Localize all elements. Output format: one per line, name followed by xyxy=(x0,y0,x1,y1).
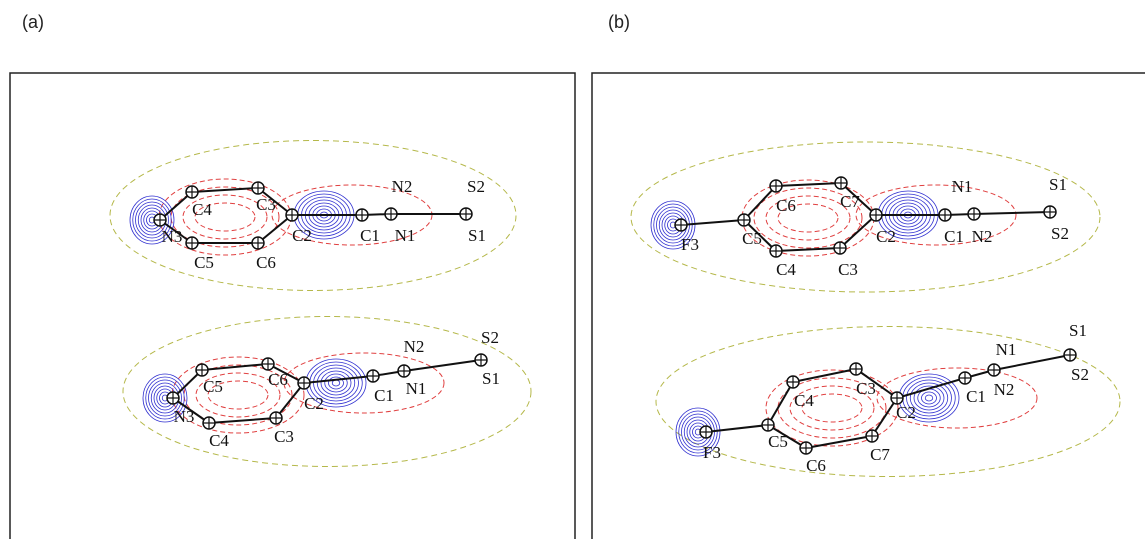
atom-label: C4 xyxy=(209,431,229,450)
figure: (a) (b) N3 C4 C3 C2 C1 N2 N1 S2 S1 C5 C6 N3 C5 C6 C2 C1… xyxy=(0,0,1145,539)
atom-label: C2 xyxy=(896,403,916,422)
atom-label: N2 xyxy=(972,227,993,246)
atom-label: N1 xyxy=(996,340,1017,359)
bond xyxy=(404,360,481,371)
atom-label: C6 xyxy=(776,196,796,215)
atom-label: C6 xyxy=(806,456,826,475)
bond xyxy=(840,215,876,248)
atom-label: S1 xyxy=(1069,321,1087,340)
atom-label: N1 xyxy=(406,379,427,398)
atom-label: S1 xyxy=(482,369,500,388)
atom-label: C3 xyxy=(274,427,294,446)
atom-label: N2 xyxy=(404,337,425,356)
atom-label: S2 xyxy=(481,328,499,347)
bond xyxy=(776,183,841,186)
bond xyxy=(974,212,1050,214)
atom-label: C5 xyxy=(203,377,223,396)
contour xyxy=(922,392,937,404)
bond xyxy=(681,220,744,225)
page: (a) (b) N3 C4 C3 C2 C1 N2 N1 S2 S1 C5 C6 N3 C5 C6 C2 C1… xyxy=(0,0,1145,539)
atom-label: C2 xyxy=(292,226,312,245)
bond xyxy=(744,186,776,220)
atom-label: N3 xyxy=(174,407,195,426)
bond xyxy=(706,425,768,432)
atom-label: N2 xyxy=(392,177,413,196)
contour xyxy=(321,371,351,395)
bond xyxy=(768,382,793,425)
contour xyxy=(925,395,933,401)
atom-label: N2 xyxy=(994,380,1015,399)
panel-frame xyxy=(10,73,575,539)
bond xyxy=(202,364,268,370)
atom-label: C3 xyxy=(838,260,858,279)
bond xyxy=(793,369,856,382)
atom-label: C5 xyxy=(768,432,788,451)
atom-label: C7 xyxy=(870,445,890,464)
atom-label: C4 xyxy=(776,260,796,279)
atom-label: F3 xyxy=(703,443,721,462)
atom-label: C1 xyxy=(944,227,964,246)
panel-label: (b) xyxy=(608,12,630,32)
atom-label: N3 xyxy=(162,227,183,246)
panel-label: (a) xyxy=(22,12,44,32)
atom-label: C4 xyxy=(192,200,212,219)
atom-label: S2 xyxy=(467,177,485,196)
atom-label: C4 xyxy=(794,391,814,410)
atom-label: S1 xyxy=(1049,175,1067,194)
atom-label: C1 xyxy=(374,386,394,405)
bond xyxy=(209,418,276,423)
atom-label: C3 xyxy=(856,379,876,398)
contour xyxy=(631,142,1100,292)
atom-label: S2 xyxy=(1071,365,1089,384)
atom-label: F3 xyxy=(681,235,699,254)
atom-label: C5 xyxy=(742,229,762,248)
panel-frame xyxy=(592,73,1145,539)
atom-label: C1 xyxy=(966,387,986,406)
atom-label: C5 xyxy=(194,253,214,272)
atom-label: C3 xyxy=(256,195,276,214)
atom-label: C1 xyxy=(360,226,380,245)
atom-label: N1 xyxy=(952,177,973,196)
atom-label: C7 xyxy=(840,192,860,211)
atom-label: C2 xyxy=(876,227,896,246)
atom-label: C2 xyxy=(304,394,324,413)
atom-label: N1 xyxy=(395,226,416,245)
atom-label: S1 xyxy=(468,226,486,245)
bond xyxy=(872,398,897,436)
atom-label: S2 xyxy=(1051,224,1069,243)
atom-label: C6 xyxy=(268,370,288,389)
atom-label: C6 xyxy=(256,253,276,272)
